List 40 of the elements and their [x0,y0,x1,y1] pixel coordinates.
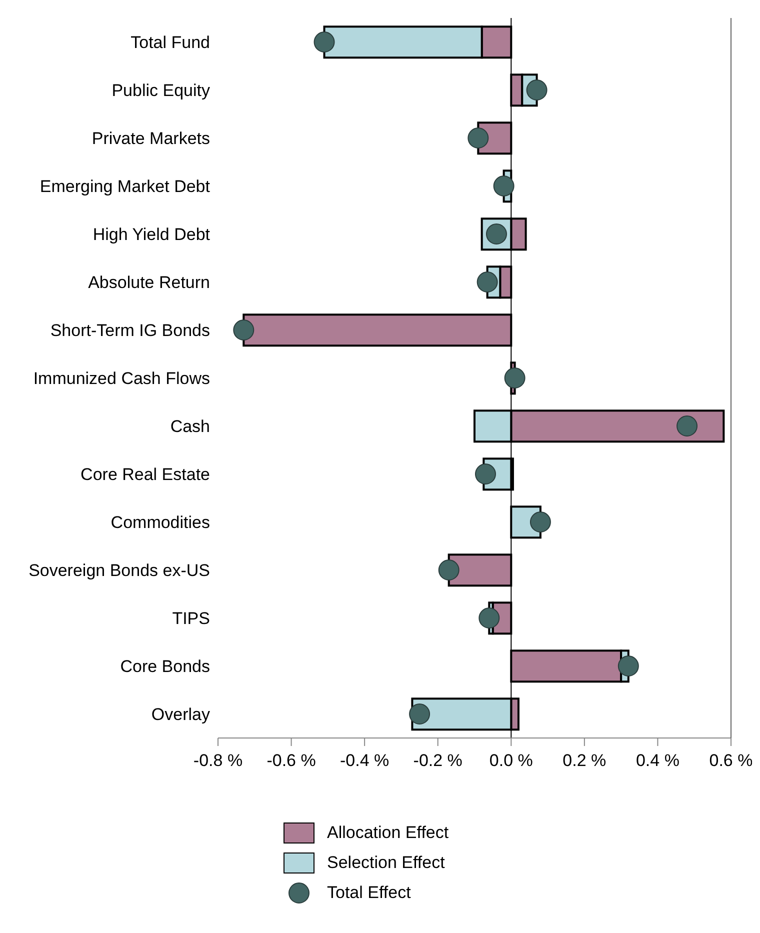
y-tick-label: Immunized Cash Flows [33,369,210,388]
y-tick-label: High Yield Debt [92,225,210,244]
y-tick-label: Overlay [151,705,210,724]
y-tick-label: Core Real Estate [80,465,210,484]
point [618,656,639,676]
y-tick-label: Total Fund [130,33,210,52]
x-tick-label: -0.4 % [340,751,390,770]
y-tick-label: Sovereign Bonds ex-US [28,561,210,580]
y-tick-label: Private Markets [92,129,210,148]
x-tick-label: 0.0 % [489,751,533,770]
point [476,272,498,292]
x-tick-label: 0.4 % [636,751,680,770]
y-tick-label: Absolute Return [88,273,210,292]
point [530,512,551,532]
point [233,320,254,340]
point [314,32,335,52]
point [474,464,496,484]
x-tick-label: 0.2 % [562,751,606,770]
x-tick-label: -0.2 % [413,751,462,770]
x-tick-label: -0.8 % [193,751,243,770]
y-tick-label: TIPS [172,609,210,628]
y-tick-label: Public Equity [112,81,210,100]
y-tick-label: Emerging Market Debt [40,177,210,196]
point [676,416,698,436]
legend-label: Allocation Effect [327,823,449,843]
y-tick-label: Short-Term IG Bonds [50,321,210,340]
y-tick-label: Core Bonds [120,657,210,676]
point [438,560,460,580]
legend-label: Selection Effect [327,853,445,873]
point [409,704,430,724]
point [526,80,548,100]
x-tick-label: -0.6 % [266,751,316,770]
point [468,128,489,148]
x-tick-label: 0.6 % [709,751,753,770]
legend-label: Total Effect [327,883,411,903]
point [504,368,526,388]
point [493,176,514,196]
y-tick-label: Cash [170,417,210,436]
point [478,608,500,628]
y-tick-label: Commodities [110,513,210,532]
